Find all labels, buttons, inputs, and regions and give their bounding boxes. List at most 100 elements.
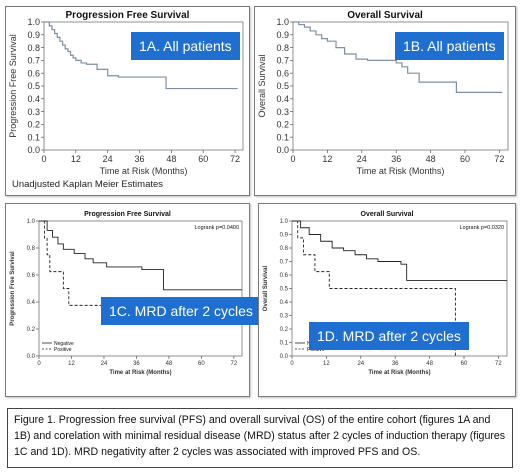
cb-ytick-label: 0.5 [276,81,289,91]
cc-series-negative [39,220,242,291]
cc-legend-label-positive: Positive [54,347,72,353]
ca-xtick-label: 72 [230,154,240,164]
cc-plot-frame [38,220,243,357]
chart-1d: Overall Survival 0.0 0.1 0.2 0.3 0.4 0.5 0.6 0.7… [263,211,508,376]
cd-ytick-label: 0.7 [280,260,289,266]
ca-ytick-label: 0.8 [27,43,40,53]
cd-series-positive [292,220,456,356]
ca-ytick-label: 0.6 [27,68,40,78]
cb-ytick-label: 0.3 [276,107,289,117]
cb-ytick-label: 0.4 [276,94,289,104]
ca-ytick-label: 1.0 [27,17,40,27]
cc-xtick-label: 48 [166,361,173,367]
cc-logrank-annotation: Logrank p=0.0400 [195,225,240,231]
cd-xtick-label: 0 [290,361,294,367]
panel-1a: Progression Free Survival 0.0 0.1 0.2 0.3 0.4… [5,6,250,196]
cb-xtick-label: 24 [357,154,367,164]
cc-ytick-label: 0.8 [27,246,36,252]
cc-ytick-label: 1.0 [27,219,36,225]
cb-xtick-label: 48 [426,154,436,164]
cb-ytick-label: 0.0 [276,145,289,155]
panel-tag-1b: 1B. All patients [395,32,504,60]
cd-xtick-label: 60 [461,361,468,367]
cc-xtick-label: 24 [101,361,108,367]
ca-xtick-label: 36 [135,154,145,164]
cd-ytick-label: 0.3 [280,314,289,320]
cc-legend-label-negative: Negative [54,341,74,347]
cc-xtick-label: 36 [133,361,140,367]
cc-xtick-label: 72 [231,361,238,367]
cb-ytick-label: 0.2 [276,120,289,130]
cd-ytick-label: 0.8 [280,246,289,252]
cb-title: Overall Survival [347,10,423,21]
cd-ytick-label: 0.6 [280,273,289,279]
panel-tag-1d: 1D. MRD after 2 cycles [309,322,469,350]
cb-ytick-label: 0.7 [276,56,289,66]
cd-ytick-label: 0.5 [280,287,289,293]
panel-1b: Overall Survival 0.0 0.1 0.2 0.3 0.4 0.5 0.6 0.7… [254,6,516,196]
ca-ytick-label: 0.7 [27,56,40,66]
cb-xtick-label: 36 [391,154,401,164]
cc-ytick-label: 0.0 [27,354,36,360]
cd-xtick-label: 72 [495,361,502,367]
ca-xtick-label: 12 [71,154,81,164]
ca-xtick-label: 24 [103,154,113,164]
cc-xtick-label: 12 [68,361,75,367]
cb-ytick-label: 0.8 [276,43,289,53]
ca-ytick-label: 0.9 [27,30,40,40]
cb-xtick-label: 60 [460,154,470,164]
cb-ytick-label: 0.6 [276,68,289,78]
cb-series-line [293,21,503,93]
cb-xtick-label: 72 [494,154,504,164]
footnote-1a: Unadjusted Kaplan Meier Estimates [12,179,164,190]
cd-ylabel: Overall Survival [263,265,269,311]
cc-xtick-label: 0 [37,361,41,367]
ca-ytick-label: 0.4 [27,94,40,104]
cd-legend-label-positive: Positive [307,347,325,353]
cc-ytick-label: 0.6 [27,273,36,279]
cd-title: Overall Survival [361,211,414,218]
ca-ytick-label: 0.5 [27,81,40,91]
ca-ytick-label: 0.1 [27,132,40,142]
ca-xtick-label: 0 [41,154,46,164]
cd-xtick-label: 48 [426,361,433,367]
ca-ytick-label: 0.3 [27,107,40,117]
ca-xlabel: Time at Risk (Months) [100,166,188,176]
panel-tag-1c: 1C. MRD after 2 cycles [101,297,261,325]
cd-ytick-label: 0.2 [280,327,289,333]
cb-ytick-label: 1.0 [276,17,289,27]
cb-xlabel: Time at Risk (Months) [357,166,445,176]
cb-xtick-label: 12 [322,154,332,164]
ca-series-line [44,21,238,90]
cd-ytick-label: 0.1 [280,341,289,347]
panel-tag-1a: 1A. All patients [131,32,240,60]
cc-series-positive [39,220,121,306]
cd-ytick-label: 0.9 [280,233,289,239]
cd-xtick-label: 12 [323,361,330,367]
cc-ylabel: Progression Free Survival [10,251,16,326]
cd-ytick-label: 1.0 [280,219,289,225]
cb-xtick-label: 0 [290,154,295,164]
ca-ylabel: Progression Free Survival [8,34,18,138]
chart-1a: Progression Free Survival 0.0 0.1 0.2 0.3 0.4… [8,10,244,176]
cd-xtick-label: 24 [357,361,364,367]
cc-ytick-label: 0.4 [27,300,36,306]
ca-ytick-label: 0.0 [27,145,40,155]
cc-xlabel: Time at Risk (Months) [109,370,171,376]
ca-xtick-label: 60 [198,154,208,164]
cd-ytick-label: 0.0 [280,354,289,360]
ca-ytick-label: 0.2 [27,120,40,130]
cd-series-negative [292,220,507,281]
chart-1b: Overall Survival 0.0 0.1 0.2 0.3 0.4 0.5 0.6 0.7… [257,10,509,176]
cc-xtick-label: 60 [198,361,205,367]
cc-ytick-label: 0.2 [27,327,36,333]
cd-xtick-label: 36 [392,361,399,367]
chart-1c: Progression Free Survival 0.0 0.2 0.4 0.6 0.8… [10,211,243,376]
panel-1c: Progression Free Survival 0.0 0.2 0.4 0.6 0.8… [5,203,261,397]
panel-1d: Overall Survival 0.0 0.1 0.2 0.3 0.4 0.5 0.6 0.7… [258,203,516,397]
cd-logrank-annotation: Logrank p=0.0320 [460,225,505,231]
cd-xlabel: Time at Risk (Months) [368,370,430,376]
figure-caption: Figure 1. Progression free survival (PFS… [7,408,513,468]
ca-title: Progression Free Survival [66,10,190,21]
cb-ytick-label: 0.1 [276,132,289,142]
